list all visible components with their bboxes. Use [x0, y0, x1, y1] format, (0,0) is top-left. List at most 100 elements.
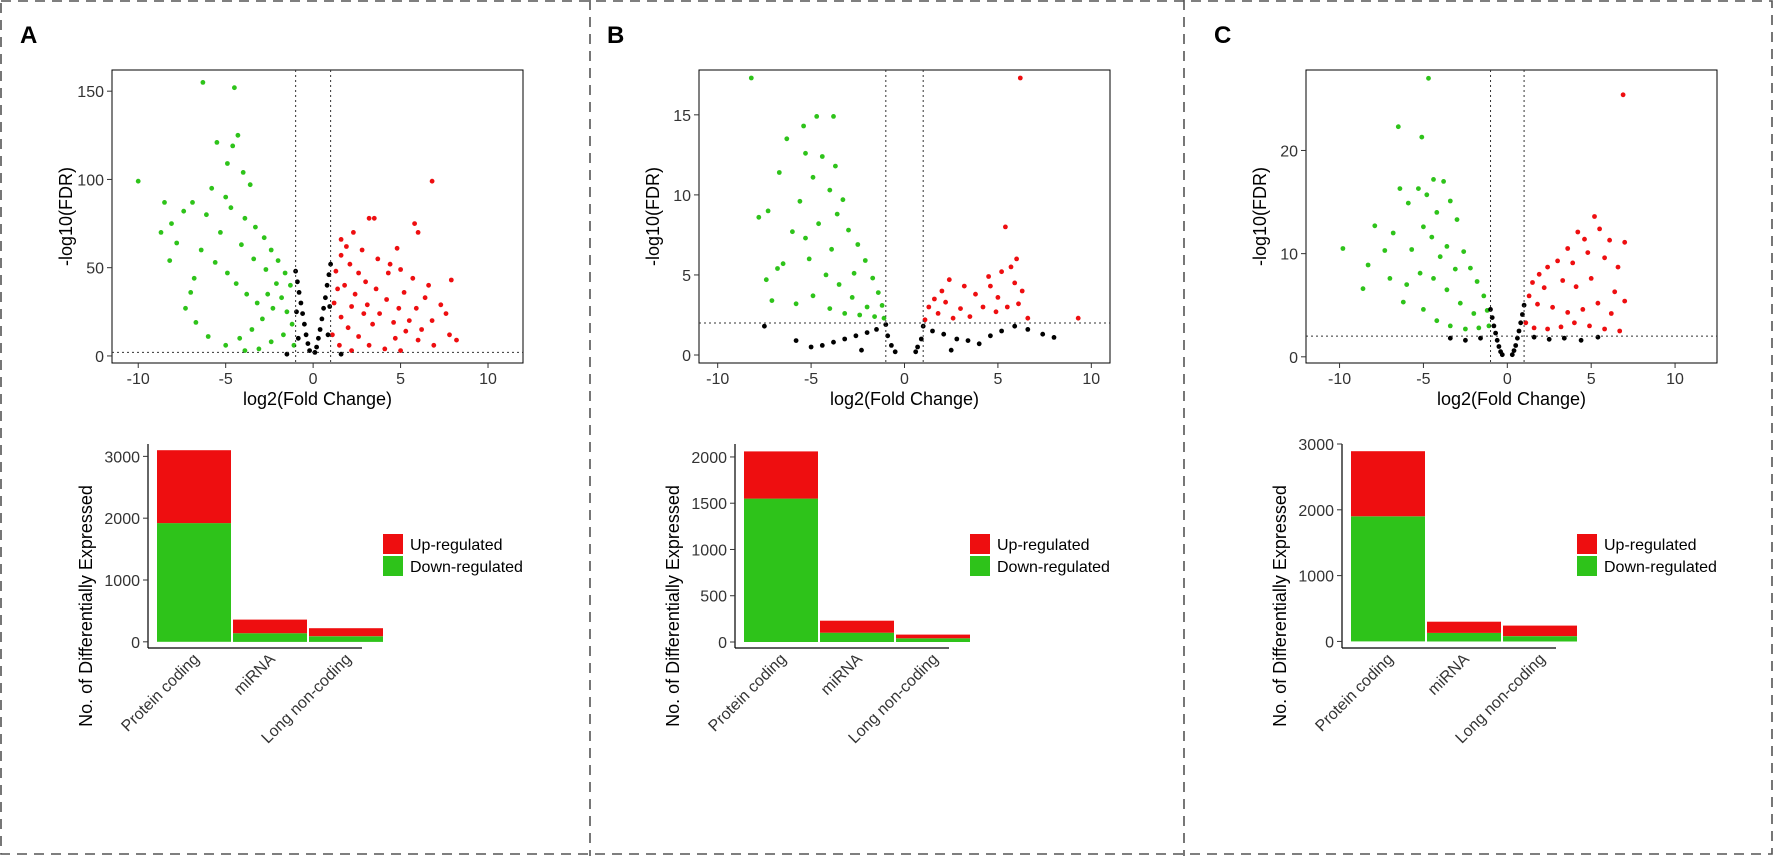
- point-not-significant: [988, 333, 993, 339]
- y-tick-label: 20: [1280, 143, 1298, 160]
- point-down-regulated: [784, 136, 790, 142]
- point-down-regulated: [1431, 177, 1436, 182]
- volcano-points: [1340, 75, 1628, 358]
- point-not-significant: [819, 343, 825, 348]
- point-down-regulated: [775, 266, 780, 271]
- point-up-regulated: [1622, 298, 1628, 304]
- point-up-regulated: [1531, 325, 1537, 331]
- point-not-significant: [885, 333, 891, 339]
- point-up-regulated: [1588, 276, 1594, 281]
- point-up-regulated: [1075, 315, 1081, 321]
- volcano-points: [748, 75, 1081, 355]
- point-up-regulated: [1615, 264, 1621, 270]
- point-up-regulated: [935, 311, 941, 316]
- point-not-significant: [1051, 335, 1057, 340]
- point-down-regulated: [855, 242, 861, 247]
- point-not-significant: [323, 295, 328, 301]
- point-down-regulated: [223, 194, 229, 200]
- point-up-regulated: [364, 302, 370, 308]
- point-down-regulated: [834, 211, 840, 217]
- bar-up-regulated: [744, 451, 818, 499]
- y-tick-label: 50: [86, 261, 104, 278]
- point-down-regulated: [1457, 300, 1463, 306]
- point-up-regulated: [1545, 326, 1550, 332]
- point-down-regulated: [797, 198, 803, 204]
- x-tick-label: -5: [804, 371, 818, 388]
- x-tick-label: -10: [1328, 371, 1351, 388]
- point-down-regulated: [253, 224, 258, 230]
- bar-down-regulated: [233, 633, 307, 642]
- point-not-significant: [338, 351, 344, 357]
- point-down-regulated: [244, 291, 250, 297]
- point-down-regulated: [1340, 246, 1346, 251]
- point-down-regulated: [1360, 286, 1366, 292]
- point-down-regulated: [261, 235, 267, 241]
- point-not-significant: [1499, 352, 1505, 358]
- point-up-regulated: [347, 261, 353, 267]
- point-not-significant: [1511, 348, 1517, 353]
- bar-down-regulated: [1351, 516, 1425, 642]
- point-up-regulated: [396, 305, 402, 311]
- point-up-regulated: [1555, 258, 1560, 264]
- volcano-plot: -10 -5 0 5 10 0 5 10 15 log2(Fold Change) -log10(F…: [643, 69, 1111, 409]
- point-down-regulated: [1474, 279, 1480, 284]
- point-down-regulated: [1486, 323, 1492, 329]
- y-axis-title: -log10(FDR): [643, 167, 663, 266]
- point-up-regulated: [1602, 255, 1607, 261]
- bar-y-tick-label: 2000: [691, 450, 727, 467]
- point-not-significant: [325, 332, 331, 338]
- point-down-regulated: [270, 305, 276, 311]
- point-down-regulated: [879, 303, 885, 308]
- point-not-significant: [1012, 323, 1018, 329]
- point-up-regulated: [950, 315, 956, 321]
- point-up-regulated: [980, 304, 986, 310]
- point-up-regulated: [454, 337, 459, 343]
- x-tick-label: 10: [479, 371, 497, 388]
- point-not-significant: [307, 348, 312, 353]
- point-not-significant: [314, 344, 319, 350]
- point-down-regulated: [265, 291, 271, 297]
- x-category-label: miRNA: [231, 651, 279, 699]
- point-up-regulated: [447, 332, 452, 338]
- point-down-regulated: [1405, 200, 1411, 206]
- point-up-regulated: [338, 314, 344, 320]
- point-up-regulated: [967, 314, 973, 319]
- point-down-regulated: [1372, 223, 1378, 229]
- y-tick-label: 15: [673, 108, 691, 125]
- legend-swatch-up-regulated: [1577, 534, 1597, 554]
- point-up-regulated: [419, 327, 424, 332]
- point-up-regulated: [1526, 293, 1532, 299]
- x-tick-label: 5: [396, 371, 405, 388]
- point-up-regulated: [391, 320, 396, 325]
- point-not-significant: [1494, 337, 1500, 343]
- point-down-regulated: [814, 114, 820, 119]
- point-up-regulated: [422, 295, 428, 301]
- point-down-regulated: [193, 320, 199, 325]
- point-down-regulated: [765, 208, 771, 214]
- point-up-regulated: [1572, 320, 1577, 326]
- point-down-regulated: [816, 221, 821, 227]
- point-up-regulated: [429, 178, 435, 184]
- point-up-regulated: [1582, 236, 1587, 242]
- point-up-regulated: [988, 283, 993, 289]
- point-not-significant: [1518, 320, 1524, 326]
- point-up-regulated: [1003, 224, 1008, 230]
- point-not-significant: [1531, 334, 1537, 340]
- point-down-regulated: [256, 346, 262, 352]
- legend-swatch-down-regulated: [970, 556, 990, 576]
- point-up-regulated: [1617, 328, 1623, 334]
- bar-y-axis-title: No. of Differentially Expressed: [663, 485, 683, 727]
- point-up-regulated: [344, 244, 349, 249]
- point-up-regulated: [403, 328, 409, 334]
- bar-up-regulated: [896, 634, 970, 639]
- point-up-regulated: [373, 286, 379, 292]
- point-up-regulated: [335, 286, 340, 292]
- x-category-label: Protein coding: [118, 651, 202, 735]
- point-up-regulated: [1008, 264, 1014, 270]
- bar-up-regulated: [1427, 621, 1501, 633]
- point-not-significant: [302, 321, 307, 327]
- point-down-regulated: [881, 315, 887, 321]
- point-not-significant: [1509, 352, 1515, 358]
- point-down-regulated: [763, 277, 769, 283]
- point-down-regulated: [1424, 192, 1430, 198]
